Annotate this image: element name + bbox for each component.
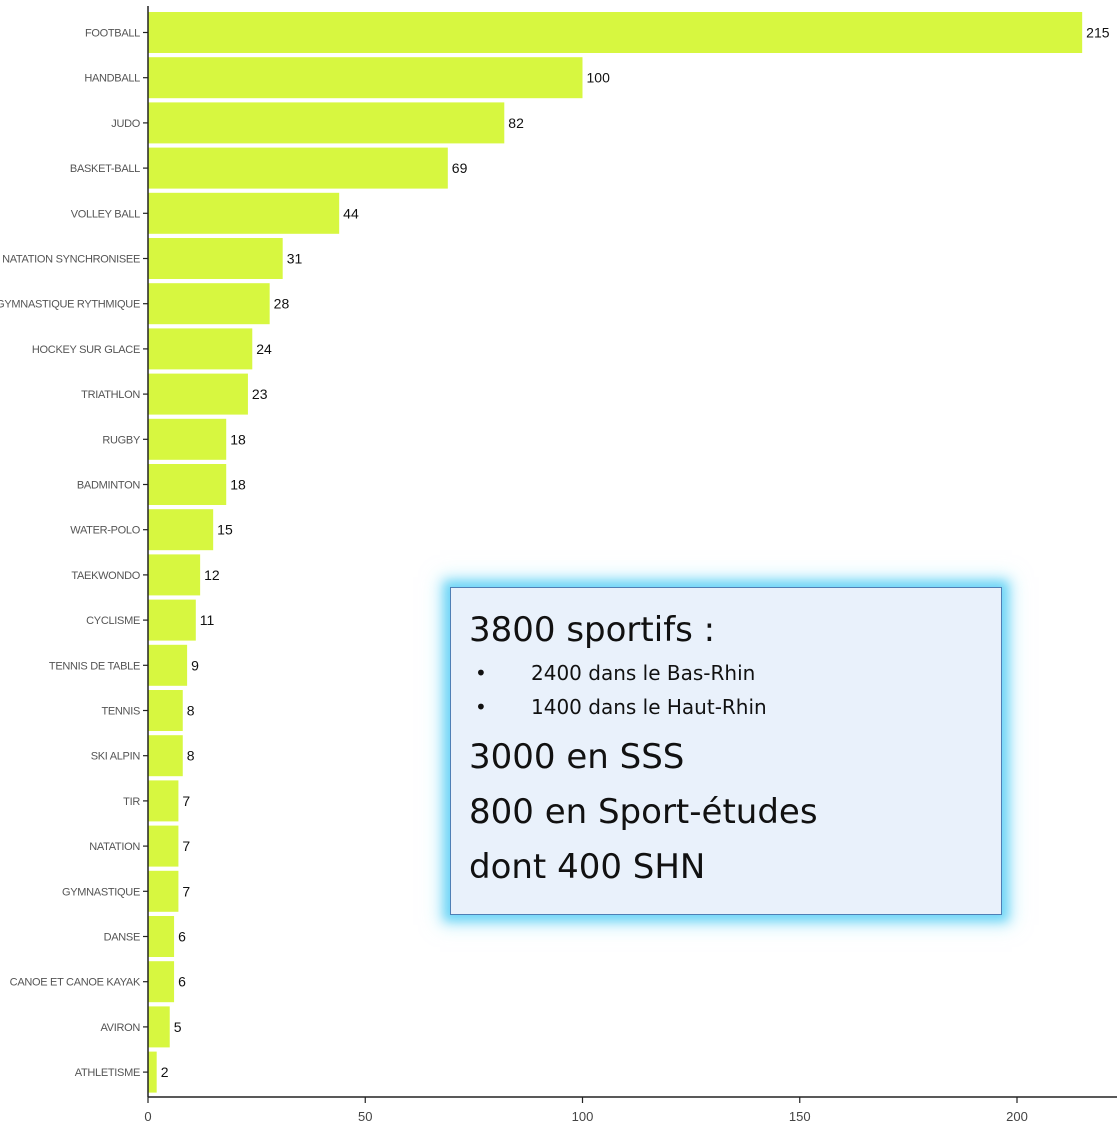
value-label: 8 [187,703,195,719]
x-tick-label: 0 [144,1109,151,1124]
x-ticks-group: 0 50 100 150 200 [144,1097,1027,1124]
x-tick-label: 100 [572,1109,594,1124]
summary-info-box: 3800 sportifs : • 2400 dans le Bas-Rhin … [450,587,1002,915]
value-label: 44 [343,205,359,221]
value-label: 7 [182,793,190,809]
bar [148,102,504,143]
info-bullet-item: • 1400 dans le Haut-Rhin [469,690,983,724]
category-label: DANSE [104,932,140,944]
bar [148,690,183,731]
category-label: TENNIS [101,706,140,718]
bar [148,57,583,98]
value-label: 11 [200,612,215,628]
bar [148,464,226,505]
bar [148,1052,157,1093]
bar [148,374,248,415]
bar [148,193,339,234]
info-line-sport-etudes: 800 en Sport-études [469,785,983,840]
value-label: 18 [230,477,246,493]
value-label: 82 [508,115,524,131]
value-label: 5 [174,1019,182,1035]
category-label: GYMNASTIQUE RYTHMIQUE [0,299,140,311]
bar [148,419,226,460]
category-label: HANDBALL [84,73,140,85]
category-label: AVIRON [100,1022,140,1034]
info-line-shn: dont 400 SHN [469,840,983,895]
category-label: HOCKEY SUR GLACE [32,344,140,356]
category-label: TRIATHLON [81,389,140,401]
value-label: 7 [182,883,190,899]
bar [148,600,196,641]
bar [148,509,213,550]
value-label: 100 [587,70,611,86]
category-label: NATATION SYNCHRONISEE [2,254,140,266]
value-label: 18 [230,431,246,447]
bar [148,961,174,1002]
bars-group [148,12,1082,1093]
value-label: 15 [217,522,233,538]
category-label: RUGBY [102,434,141,446]
x-tick-label: 200 [1006,1109,1028,1124]
value-label: 31 [287,251,303,267]
category-label: WATER-POLO [70,525,140,537]
bullet-icon: • [475,690,487,724]
category-label: SKI ALPIN [91,751,141,763]
bar [148,148,448,189]
bar [148,238,283,279]
category-label: TAEKWONDO [71,570,140,582]
info-bullet-text: 1400 dans le Haut-Rhin [531,695,767,719]
bar [148,826,178,867]
bar [148,1006,170,1047]
bar [148,780,178,821]
info-line-sss: 3000 en SSS [469,730,983,785]
info-bullet-text: 2400 dans le Bas-Rhin [531,661,755,685]
bar [148,916,174,957]
bar [148,328,252,369]
bar [148,735,183,776]
info-bullet-list: • 2400 dans le Bas-Rhin • 1400 dans le H… [469,656,983,724]
x-tick-label: 150 [789,1109,811,1124]
value-label: 215 [1086,25,1110,41]
category-label: TENNIS DE TABLE [49,660,140,672]
value-label: 2 [161,1064,169,1080]
info-heading: 3800 sportifs : [469,608,983,652]
value-label: 69 [452,160,468,176]
value-label: 8 [187,748,195,764]
value-label: 12 [204,567,220,583]
value-label: 7 [182,838,190,854]
category-labels-group: FOOTBALL HANDBALL JUDO BASKET-BALL VOLLEY BA… [0,28,148,1080]
bar [148,283,270,324]
value-label: 28 [274,296,290,312]
value-label: 24 [256,341,272,357]
value-label: 23 [252,386,268,402]
value-label: 6 [178,974,186,990]
bar [148,871,178,912]
category-label: CANOE ET CANOE KAYAK [10,977,141,989]
category-label: BADMINTON [77,480,140,492]
info-bullet-item: • 2400 dans le Bas-Rhin [469,656,983,690]
category-label: FOOTBALL [85,28,140,40]
bullet-icon: • [475,656,487,690]
category-label: BASKET-BALL [70,163,140,175]
category-label: VOLLEY BALL [71,208,140,220]
x-tick-label: 50 [358,1109,372,1124]
category-label: GYMNASTIQUE [62,886,140,898]
category-label: TIR [123,796,140,808]
category-label: JUDO [111,118,140,130]
bar [148,645,187,686]
category-label: NATATION [89,841,140,853]
bar [148,12,1082,53]
category-label: ATHLETISME [75,1067,140,1079]
category-label: CYCLISME [86,615,140,627]
value-label: 6 [178,929,186,945]
value-label: 9 [191,657,199,673]
bar [148,554,200,595]
